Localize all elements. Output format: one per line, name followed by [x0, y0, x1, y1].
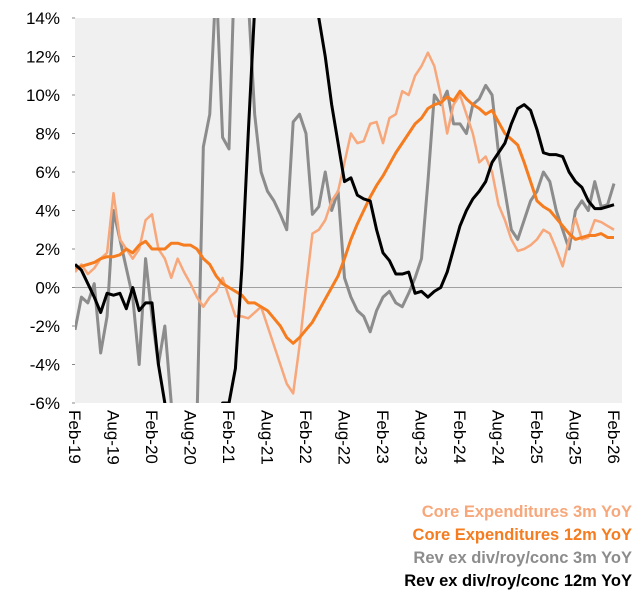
- y-tick-label: -6%: [30, 394, 60, 413]
- plot-lines: [75, 18, 616, 403]
- y-tick-label: 10%: [26, 86, 60, 105]
- y-tick-label: 2%: [35, 240, 60, 259]
- x-tick-label: Feb-22: [296, 410, 315, 464]
- legend-entry: Core Expenditures 3m YoY: [422, 503, 632, 521]
- x-tick-label: Feb-19: [65, 410, 84, 464]
- y-tick-label: 4%: [35, 202, 60, 221]
- x-tick-label: Aug-22: [335, 410, 354, 465]
- y-tick-label: 0%: [35, 279, 60, 298]
- x-tick-label: Feb-20: [142, 410, 161, 464]
- y-tick-label: -4%: [30, 356, 60, 375]
- y-tick-label: 6%: [35, 163, 60, 182]
- series-line: [75, 51, 615, 395]
- x-tick-label: Aug-20: [181, 410, 200, 465]
- x-tick-label: Aug-19: [104, 410, 123, 465]
- x-tick-label: Feb-23: [373, 410, 392, 464]
- legend-entry: Rev ex div/roy/conc 12m YoY: [404, 572, 632, 590]
- x-tick-label: Aug-24: [489, 410, 508, 465]
- x-tick-label: Aug-23: [412, 410, 431, 465]
- y-tick-label: 14%: [26, 9, 60, 28]
- legend-entry: Rev ex div/roy/conc 3m YoY: [413, 549, 632, 567]
- x-tick-label: Feb-21: [219, 410, 238, 464]
- series-line: [75, 18, 616, 403]
- x-tick-label: Feb-26: [604, 410, 623, 464]
- y-tick-label: 8%: [35, 125, 60, 144]
- y-tick-label: 12%: [26, 48, 60, 67]
- series-line: [75, 18, 615, 403]
- x-tick-label: Feb-24: [450, 410, 469, 464]
- series-line: [75, 89, 614, 345]
- x-tick-label: Aug-21: [258, 410, 277, 465]
- x-tick-label: Feb-25: [527, 410, 546, 464]
- legend-entry: Core Expenditures 12m YoY: [413, 526, 632, 544]
- y-tick-label: -2%: [30, 317, 60, 336]
- x-tick-label: Aug-25: [566, 410, 585, 465]
